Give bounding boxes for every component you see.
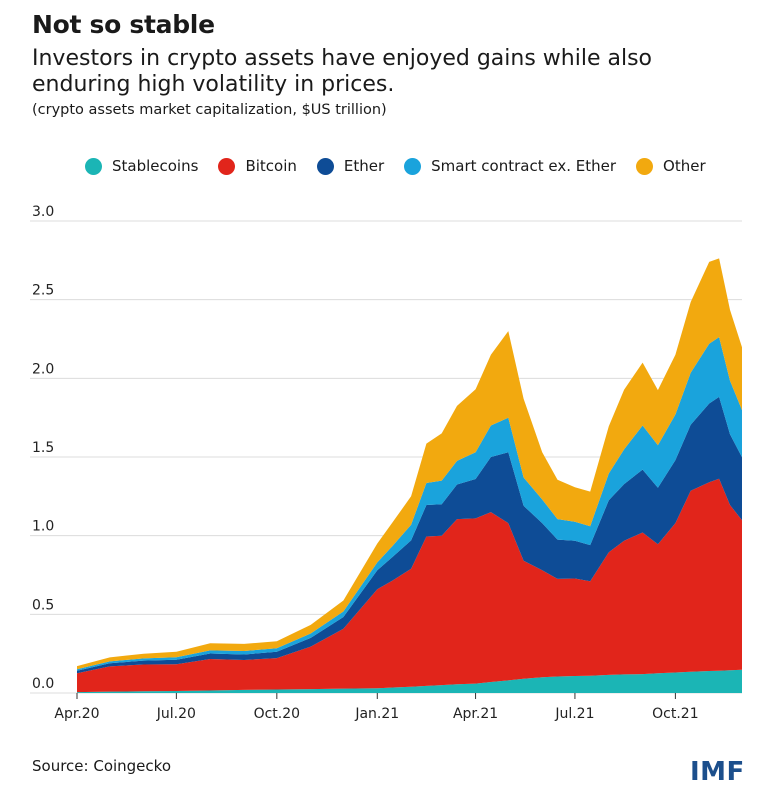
x-tick-label: Jan.21: [354, 706, 399, 722]
legend-swatch-stablecoins: [85, 157, 102, 175]
legend-item-stablecoins: Stablecoins: [85, 157, 198, 175]
x-axis-ticks: Apr.20 Jul.20 Oct.20 Jan.21 Apr.21 Jul.21 Oct.…: [54, 693, 699, 722]
x-tick-label: Oct.20: [254, 706, 300, 722]
source-note: Source: Coingecko: [32, 757, 171, 775]
area-stablecoins: [77, 669, 742, 693]
chart-subtitle: Investors in crypto assets have enjoyed …: [32, 46, 653, 97]
x-tick-label: Jul.21: [554, 706, 594, 722]
x-tick-label: Apr.21: [453, 706, 498, 722]
x-tick-label: Apr.20: [54, 706, 99, 722]
x-tick-label: Jul.20: [156, 706, 196, 722]
legend-label-smart-contract: Smart contract ex. Ether: [431, 157, 617, 175]
x-tick-label: Oct.21: [652, 706, 698, 722]
legend-label-stablecoins: Stablecoins: [112, 157, 199, 175]
legend-swatch-other: [636, 157, 654, 175]
imf-logo-text: IMF: [690, 757, 745, 787]
y-tick-label: 3.0: [32, 204, 54, 220]
legend-item-smart-contract: Smart contract ex. Ether: [404, 157, 616, 175]
area-other: [77, 258, 742, 670]
legend-label-other: Other: [663, 157, 706, 175]
stacked-area-chart: 0.0 0.5 1.0 1.5 2.0 2.5 3.0 Apr.20 Jul.20 Oct.20…: [30, 204, 742, 722]
area-bitcoin: [77, 478, 742, 693]
legend-item-other: Other: [636, 157, 706, 175]
y-tick-label: 2.5: [32, 283, 54, 299]
legend-item-bitcoin: Bitcoin: [218, 157, 297, 175]
series-areas: [77, 258, 742, 693]
legend-swatch-ether: [316, 157, 334, 175]
y-tick-label: 0.0: [32, 676, 54, 692]
y-tick-label: 1.0: [32, 519, 54, 535]
y-tick-label: 1.5: [32, 440, 54, 456]
legend-swatch-smart-contract: [404, 157, 422, 175]
imf-logo: IMF: [690, 757, 750, 787]
legend-item-ether: Ether: [316, 157, 385, 175]
y-axis-ticks: 0.0 0.5 1.0 1.5 2.0 2.5 3.0: [32, 204, 54, 692]
unit-note: (crypto assets market capitalization, $U…: [32, 102, 387, 118]
chart-title: Not so stable: [32, 10, 215, 39]
y-tick-label: 2.0: [32, 361, 54, 377]
legend-label-bitcoin: Bitcoin: [245, 157, 297, 175]
legend-label-ether: Ether: [343, 157, 385, 175]
legend: Stablecoins Bitcoin Ether Smart contract…: [85, 157, 726, 175]
y-tick-label: 0.5: [32, 597, 54, 613]
area-ether: [77, 396, 742, 674]
legend-swatch-bitcoin: [218, 157, 236, 175]
